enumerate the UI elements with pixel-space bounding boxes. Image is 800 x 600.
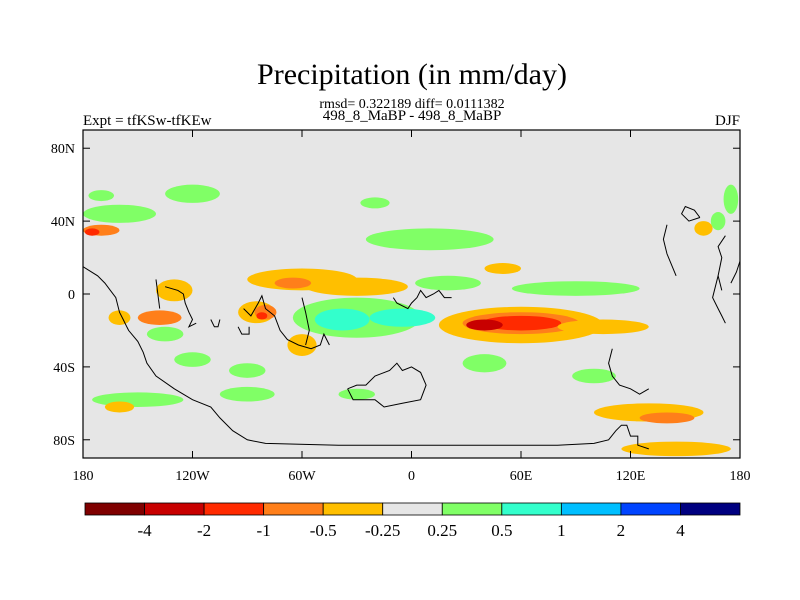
anomaly-patches <box>83 184 739 457</box>
colorbar-swatch-6 <box>441 502 503 516</box>
colorbar-swatch-10 <box>680 502 741 516</box>
y-tick-label-4: 80S <box>53 434 75 449</box>
anomaly-patch-36 <box>104 401 135 413</box>
coastlines <box>83 205 740 450</box>
colorbar-label-2: -1 <box>257 521 271 540</box>
x-tick-label-6: 180 <box>730 469 751 484</box>
colorbar-label-9: 4 <box>676 521 685 540</box>
colorbar-swatch-2 <box>203 502 265 516</box>
anomaly-patch-37 <box>572 368 616 384</box>
colorbar-label-0: -4 <box>137 521 152 540</box>
anomaly-patch-10 <box>274 277 312 289</box>
axis-ticks: 180 120W 60W 0 60E 120E 180 80N 40N 0 40S 80S <box>51 130 751 484</box>
colorbar-swatch-0 <box>84 502 145 516</box>
y-tick-label-1: 40N <box>51 215 75 230</box>
anomaly-patch-23 <box>365 228 494 251</box>
coastline-2 <box>155 279 161 309</box>
anomaly-patch-6 <box>314 308 370 331</box>
anomaly-patch-35 <box>621 441 731 457</box>
colorbar: -4 -2 -1 -0.5 -0.25 0.25 0.5 1 2 4 <box>84 502 741 540</box>
anomaly-patch-41 <box>710 212 726 231</box>
coastline-4 <box>237 326 250 335</box>
anomaly-patch-24 <box>360 197 390 209</box>
colorbar-label-4: -0.25 <box>365 521 400 540</box>
anomaly-patch-26 <box>415 275 481 291</box>
anomaly-patch-38 <box>229 363 266 378</box>
coastline-14 <box>712 275 726 324</box>
x-tick-label-0: 180 <box>73 469 94 484</box>
x-tick-label-3: 0 <box>408 469 415 484</box>
anomaly-patch-7 <box>369 308 436 327</box>
x-tick-label-4: 60E <box>510 469 533 484</box>
anomaly-patch-22 <box>88 190 115 202</box>
y-tick-label-2: 0 <box>68 288 75 303</box>
anomaly-patch-27 <box>484 263 521 274</box>
coastline-10 <box>662 224 677 276</box>
x-tick-label-5: 120E <box>616 469 646 484</box>
coastline-9 <box>680 205 701 222</box>
anomaly-patch-20 <box>83 204 156 223</box>
anomaly-patch-4 <box>557 319 649 335</box>
coastline-1 <box>164 286 197 328</box>
colorbar-label-1: -2 <box>197 521 211 540</box>
colorbar-swatch-1 <box>144 502 205 516</box>
anomaly-patch-40 <box>694 221 713 236</box>
anomaly-patch-39 <box>146 326 184 342</box>
coastline-5 <box>243 294 330 350</box>
anomaly-patch-21 <box>165 184 220 203</box>
coastline-6 <box>301 297 310 346</box>
colorbar-label-3: -0.5 <box>310 521 337 540</box>
x-tick-label-1: 120W <box>175 469 210 484</box>
anomaly-patch-28 <box>462 354 507 373</box>
anomaly-patch-32 <box>338 388 375 400</box>
coastline-12 <box>730 261 740 284</box>
anomaly-patch-3 <box>466 319 503 331</box>
anomaly-patch-34 <box>639 412 695 424</box>
colorbar-swatch-9 <box>620 502 681 516</box>
colorbar-label-7: 1 <box>557 521 566 540</box>
colorbar-label-5: 0.25 <box>427 521 457 540</box>
y-tick-label-3: 40S <box>53 361 75 376</box>
coastline-3 <box>210 319 221 328</box>
anomaly-patch-9 <box>305 277 408 296</box>
anomaly-patch-31 <box>219 386 275 402</box>
anomaly-patch-42 <box>723 184 739 214</box>
anomaly-patch-25 <box>511 281 640 296</box>
season-label: DJF <box>715 113 740 129</box>
anomaly-patch-16 <box>137 310 182 325</box>
colorbar-label-8: 2 <box>617 521 626 540</box>
anomaly-patch-13 <box>256 312 268 320</box>
colorbar-swatch-4 <box>322 502 384 516</box>
colorbar-swatch-8 <box>560 502 622 516</box>
coastline-0 <box>83 266 649 450</box>
chart-title: Precipitation (in mm/day) <box>257 58 567 91</box>
coastline-11 <box>717 235 726 291</box>
colorbar-swatch-7 <box>501 502 562 516</box>
anomaly-patch-15 <box>156 279 193 302</box>
colorbar-swatch-5 <box>382 502 443 516</box>
coastline-13 <box>608 348 650 395</box>
anomaly-patch-17 <box>108 310 131 325</box>
x-tick-label-2: 60W <box>288 469 316 484</box>
experiment-label: Expt = tfKSw-tfKEw <box>83 113 212 129</box>
anomaly-patch-19 <box>84 228 100 236</box>
anomaly-patch-14 <box>287 334 317 356</box>
stats-line: rmsd= 0.322189 diff= 0.0111382 <box>319 97 504 112</box>
coastline-8 <box>347 362 427 408</box>
y-tick-label-0: 80N <box>51 142 75 157</box>
anomaly-patch-30 <box>92 392 184 407</box>
map-plot-area: 180 120W 60W 0 60E 120E 180 80N 40N 0 40S 80S <box>51 129 751 484</box>
coastline-7 <box>392 289 452 310</box>
colorbar-swatch-3 <box>263 502 324 516</box>
chart-subtitle: 498_8_MaBP - 498_8_MaBP <box>323 108 502 124</box>
colorbar-label-6: 0.5 <box>491 521 512 540</box>
anomaly-patch-29 <box>174 352 211 367</box>
